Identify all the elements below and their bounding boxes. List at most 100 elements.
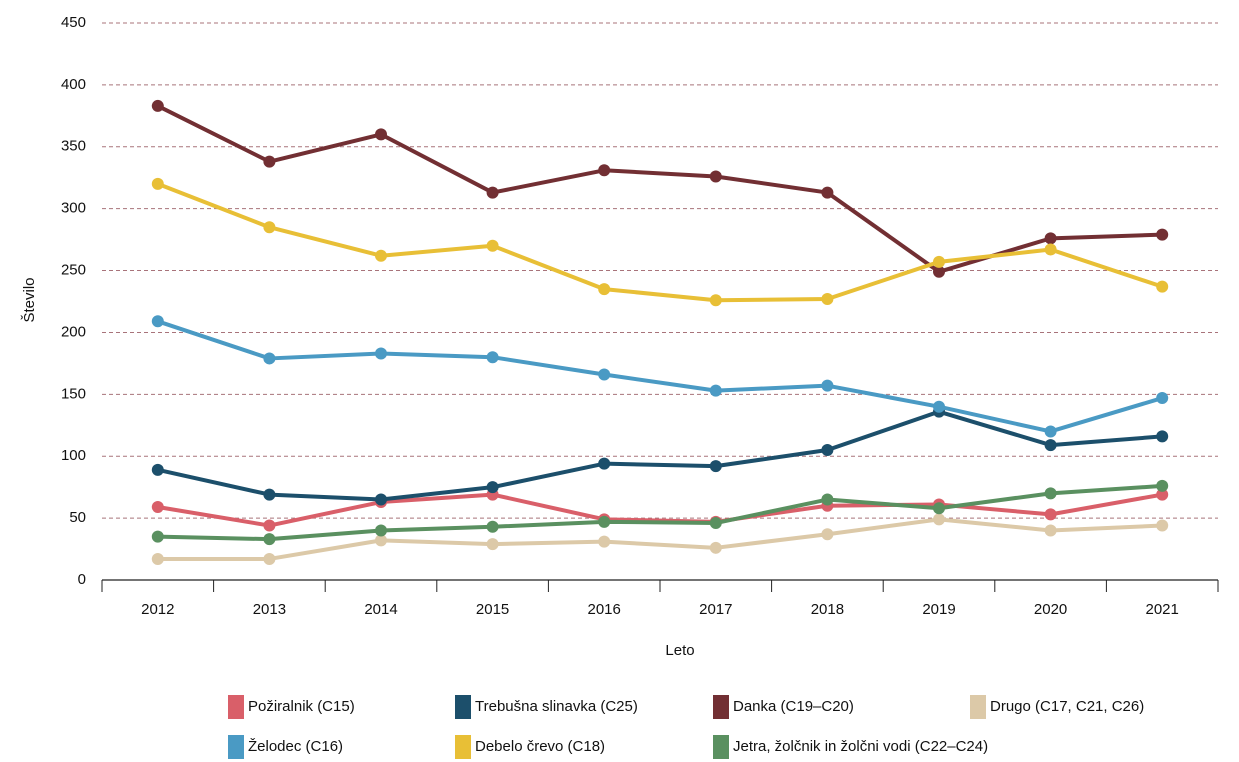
legend-label: Požiralnik (C15)	[248, 698, 355, 715]
point	[1156, 392, 1169, 405]
point	[1044, 524, 1057, 537]
y-tick-label: 0	[78, 571, 86, 588]
legend-swatch	[228, 735, 244, 759]
y-tick-label: 250	[61, 262, 86, 279]
y-tick-label: 300	[61, 200, 86, 217]
y-tick-label: 350	[61, 138, 86, 155]
series-line	[157, 182, 1163, 303]
x-axis-label: Leto	[665, 642, 694, 659]
point	[598, 283, 611, 296]
point	[709, 294, 722, 307]
x-tick-label: 2015	[476, 601, 509, 618]
point	[1044, 232, 1057, 245]
point	[1044, 487, 1057, 500]
point	[151, 552, 164, 565]
legend-swatch	[228, 695, 244, 719]
point	[151, 177, 164, 190]
point	[486, 520, 499, 533]
point	[263, 352, 276, 365]
point	[263, 552, 276, 565]
point	[486, 481, 499, 494]
series-line	[156, 104, 1163, 274]
point	[151, 530, 164, 543]
y-tick-label: 400	[61, 76, 86, 93]
series-line	[157, 483, 1163, 542]
point	[598, 535, 611, 548]
point	[375, 493, 387, 506]
point	[1044, 243, 1057, 256]
point	[1044, 439, 1057, 452]
legend-swatch	[970, 695, 986, 719]
legend-label: Želodec (C16)	[248, 738, 343, 755]
legend-swatch	[455, 735, 471, 759]
x-tick-label: 2012	[141, 601, 174, 618]
point	[151, 99, 164, 112]
point	[598, 457, 611, 470]
point	[263, 488, 276, 501]
point	[375, 524, 387, 537]
point	[933, 265, 945, 278]
series-line	[157, 409, 1163, 502]
x-tick-label: 2020	[1034, 601, 1067, 618]
point	[263, 221, 276, 234]
point	[709, 517, 722, 530]
point	[151, 315, 164, 328]
legend-label: Trebušna slinavka (C25)	[475, 698, 638, 715]
legend-swatch	[713, 735, 729, 759]
y-tick-label: 150	[61, 385, 86, 402]
legend-label: Danka (C19–C20)	[733, 698, 854, 715]
legend-label: Debelo črevo (C18)	[475, 738, 605, 755]
point	[1156, 488, 1169, 501]
series-line	[157, 517, 1163, 561]
point	[821, 444, 834, 457]
point	[375, 534, 387, 547]
x-tick-label: 2018	[811, 601, 844, 618]
x-tick-label: 2019	[922, 601, 955, 618]
point	[821, 528, 834, 541]
point	[709, 384, 722, 397]
point	[598, 368, 611, 381]
point	[151, 463, 164, 476]
point	[933, 513, 945, 526]
point	[709, 170, 722, 183]
legend-label: Jetra, žolčnik in žolčni vodi (C22–C24)	[733, 738, 988, 755]
point	[598, 515, 611, 528]
point	[486, 538, 499, 551]
x-tick-label: 2014	[364, 601, 397, 618]
y-tick-label: 450	[61, 14, 86, 31]
point	[933, 502, 945, 515]
point	[933, 400, 945, 413]
point	[933, 255, 945, 268]
point	[486, 351, 499, 364]
y-tick-label: 50	[69, 509, 86, 526]
point	[375, 249, 387, 262]
point	[598, 164, 611, 177]
point	[151, 500, 164, 513]
x-tick-label: 2017	[699, 601, 732, 618]
x-tick-label: 2016	[588, 601, 621, 618]
point	[821, 379, 834, 392]
point	[1044, 508, 1057, 521]
series-line	[157, 319, 1163, 434]
point	[486, 186, 499, 199]
point	[263, 155, 276, 168]
x-tick-label: 2021	[1146, 601, 1179, 618]
point	[821, 493, 834, 506]
point	[263, 519, 276, 532]
point	[1156, 228, 1169, 241]
point	[1044, 425, 1057, 438]
point	[709, 541, 722, 554]
legend-label: Drugo (C17, C21, C26)	[990, 698, 1144, 715]
legend-swatch	[713, 695, 729, 719]
point	[1156, 430, 1169, 443]
y-tick-label: 100	[61, 447, 86, 464]
point	[375, 347, 387, 360]
x-tick-label: 2013	[253, 601, 286, 618]
y-axis-label: Število	[21, 277, 38, 322]
point	[1156, 479, 1169, 492]
point	[263, 533, 276, 546]
point	[821, 186, 834, 199]
point	[709, 460, 722, 473]
point	[821, 293, 834, 306]
